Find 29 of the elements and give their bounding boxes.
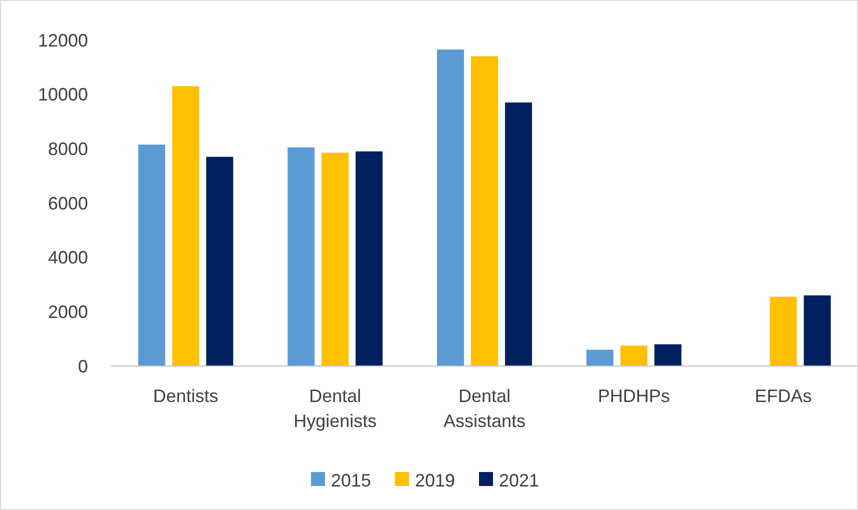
x-tick-label: Dental Hygienists <box>294 386 377 431</box>
legend-label: 2015 <box>331 470 372 490</box>
x-tick-label: Dental Assistants <box>443 386 526 431</box>
y-tick-label: 10000 <box>38 84 88 105</box>
bar <box>138 144 166 366</box>
y-tick-label: 8000 <box>48 138 88 159</box>
bar <box>437 50 464 366</box>
bar <box>322 152 349 366</box>
y-tick-label: 4000 <box>48 248 88 268</box>
y-tick-label: 12000 <box>38 30 88 50</box>
x-tick-label: EFDAs <box>754 386 812 406</box>
bar <box>172 86 200 366</box>
bar <box>471 56 498 366</box>
bar <box>770 296 797 366</box>
bar <box>654 344 682 366</box>
legend-label: 2021 <box>499 470 540 490</box>
bar <box>288 147 315 366</box>
x-tick-label: PHDHPs <box>598 386 670 406</box>
bar <box>804 295 831 366</box>
bar <box>505 102 532 366</box>
y-tick-label: 6000 <box>48 193 88 214</box>
y-tick-label: 2000 <box>48 302 88 322</box>
legend-label: 2019 <box>415 470 456 490</box>
bar <box>356 151 383 366</box>
bar <box>206 156 234 366</box>
x-tick-label: Dentists <box>153 386 218 406</box>
bar <box>620 346 648 366</box>
y-tick-label: 0 <box>78 356 88 376</box>
bar <box>586 350 614 366</box>
